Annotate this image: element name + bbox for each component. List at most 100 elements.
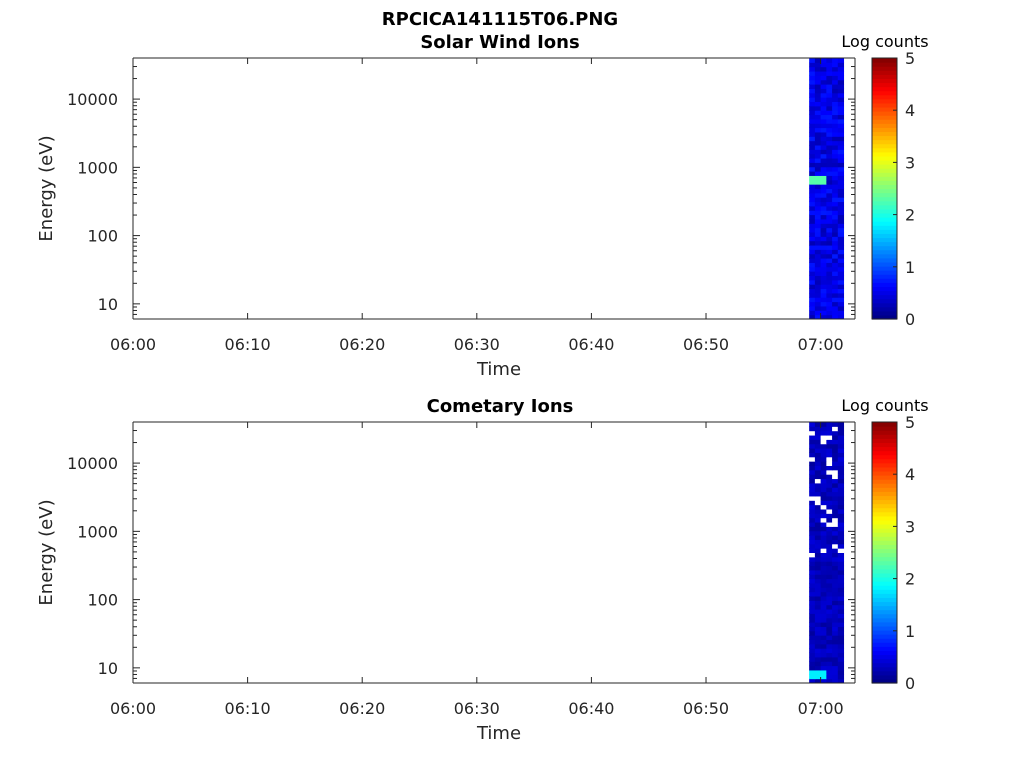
heatmap-cell <box>809 97 816 102</box>
heatmap-cell <box>832 522 839 527</box>
heatmap-cell <box>809 192 816 198</box>
heatmap-cell <box>837 578 845 584</box>
heatmap-cell <box>826 613 833 619</box>
heatmap-cell <box>837 543 845 549</box>
heatmap-cell <box>832 543 839 549</box>
heatmap-cell <box>837 249 845 255</box>
heatmap-cell <box>837 292 845 298</box>
colorbar-segment <box>872 450 897 456</box>
heatmap-cell <box>832 435 839 440</box>
heatmap-cell <box>820 435 827 440</box>
heatmap-cell <box>814 227 822 233</box>
heatmap-cell <box>826 522 833 527</box>
heatmap-cell <box>814 158 822 163</box>
heatmap-cell <box>809 127 816 133</box>
colorbar-segment <box>872 581 897 586</box>
heatmap-cell <box>832 88 839 94</box>
colorbar-segment <box>872 507 897 513</box>
heatmap-cell <box>820 166 827 172</box>
heatmap-cell <box>820 448 827 453</box>
colorbar-segment <box>872 462 897 468</box>
heatmap-cell <box>826 288 833 294</box>
heatmap-cell <box>820 210 827 216</box>
heatmap-cell <box>832 214 839 220</box>
colorbar-segment <box>872 634 897 639</box>
heatmap-cell <box>826 461 833 466</box>
heatmap-cell <box>814 469 822 475</box>
heatmap-cell <box>832 626 839 632</box>
heatmap-cell <box>832 456 839 462</box>
heatmap-cell <box>826 240 833 246</box>
heatmap-cell <box>837 149 845 155</box>
heatmap-cell <box>837 604 845 610</box>
colorbar-segment <box>872 58 897 63</box>
colorbar-segment <box>872 426 897 431</box>
colorbar-segment <box>872 609 897 615</box>
heatmap-cell <box>820 617 827 623</box>
heatmap-cell <box>832 301 839 307</box>
colorbar-segment <box>872 617 897 623</box>
colorbar-label: Log counts <box>841 396 928 415</box>
heatmap-cell <box>820 635 827 640</box>
heatmap-cell <box>809 452 816 458</box>
heatmap-cell <box>837 171 845 176</box>
heatmap-cell <box>814 600 822 606</box>
heatmap-cell <box>814 548 822 553</box>
heatmap-cell <box>826 258 833 263</box>
heatmap-cell <box>809 136 816 142</box>
heatmap-cell <box>814 430 822 436</box>
heatmap-cell <box>809 665 816 671</box>
heatmap-cell <box>814 205 822 211</box>
heatmap-cell <box>826 448 833 453</box>
colorbar-segment <box>872 90 897 96</box>
figure-title: RPCICA141115T06.PNG <box>382 9 618 30</box>
heatmap-cell <box>820 439 827 445</box>
heatmap-cell <box>809 600 816 606</box>
heatmap-cell <box>826 456 833 462</box>
heatmap-cell <box>832 171 839 176</box>
heatmap-cell <box>826 249 833 255</box>
heatmap-cell <box>832 482 839 488</box>
heatmap-cell <box>826 552 833 558</box>
heatmap-cell <box>837 504 845 510</box>
heatmap-cell <box>820 482 827 488</box>
heatmap-cell <box>814 665 822 671</box>
colorbar-segment <box>872 172 897 177</box>
heatmap-cell <box>820 548 827 553</box>
heatmap-cell <box>809 674 816 680</box>
heatmap-cell <box>837 192 845 198</box>
x-tick-label: 07:00 <box>798 699 844 718</box>
heatmap-cell <box>820 66 827 72</box>
heatmap-cell <box>826 245 833 250</box>
colorbar-segment <box>872 589 897 594</box>
heatmap-cell <box>814 674 822 680</box>
heatmap-cell <box>814 422 822 427</box>
heatmap-cell <box>826 452 833 458</box>
heatmap-cell <box>814 622 822 627</box>
heatmap-cell <box>832 123 839 129</box>
heatmap-cell <box>820 188 827 194</box>
heatmap-cell <box>826 127 833 133</box>
heatmap-cell <box>837 114 845 120</box>
heatmap-cell <box>814 482 822 488</box>
heatmap-cell <box>814 574 822 580</box>
heatmap-cell <box>832 266 839 272</box>
heatmap-cell <box>832 66 839 72</box>
heatmap-cell <box>820 205 827 211</box>
heatmap-cell <box>826 58 833 63</box>
heatmap-cell <box>809 101 816 107</box>
colorbar-segment <box>872 70 897 75</box>
heatmap-cell <box>832 275 839 281</box>
heatmap-cell <box>826 310 833 316</box>
heatmap-cell <box>837 669 845 675</box>
x-tick-label: 06:00 <box>110 699 156 718</box>
heatmap-cell <box>814 461 822 466</box>
heatmap-cell <box>826 591 833 597</box>
heatmap-cell <box>826 482 833 488</box>
heatmap-cell <box>820 526 827 532</box>
heatmap-cell <box>814 75 822 81</box>
heatmap-cell <box>832 495 839 501</box>
heatmap-cell <box>826 184 833 189</box>
heatmap-cell <box>837 448 845 453</box>
heatmap-cell <box>809 530 816 536</box>
